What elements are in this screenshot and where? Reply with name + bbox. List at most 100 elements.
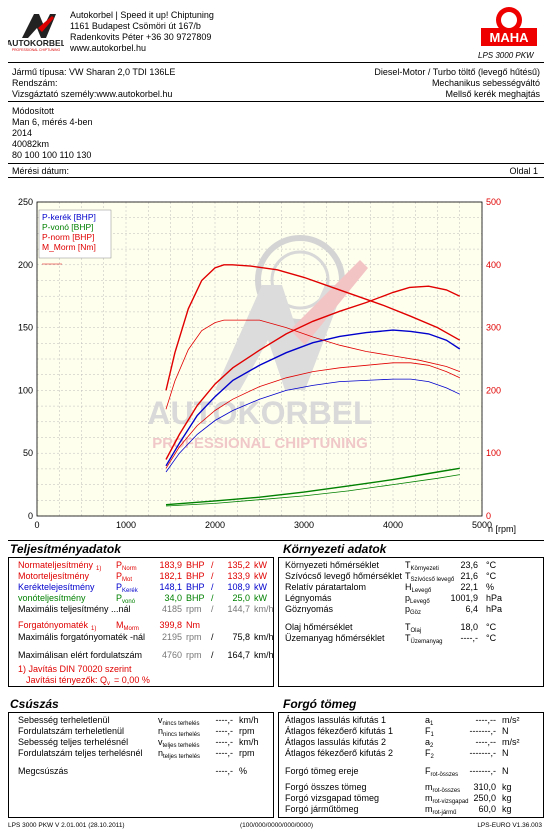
slip-label: Sebesség terheletlenül: [18, 715, 110, 725]
slip-title: Csúszás: [10, 697, 59, 711]
footer-code: (100/000/0000/000/0000): [240, 822, 314, 829]
legend-entry: P-kerék [BHP]: [42, 212, 96, 222]
symbol-sub: vonó: [122, 599, 136, 605]
symbol-base: a: [425, 715, 431, 725]
environment-unit: °C: [486, 571, 497, 581]
symbol-base: P: [116, 593, 123, 603]
rotating-mass-label: Forgó vizsgapad tömeg: [285, 793, 380, 803]
symbol: mrot-vizsgapad: [425, 793, 469, 808]
perf-max-speed: 75,8: [232, 632, 250, 642]
environment-value: 23,6: [460, 560, 478, 570]
divider: [8, 177, 544, 178]
maha-wordmark: MAHA: [490, 30, 530, 45]
perf-max-rpm-unit: rpm: [186, 650, 202, 660]
environment-value: 21,6: [460, 571, 478, 581]
y-right-tick-label: 200: [486, 385, 501, 395]
perf-unit-kw: kW: [254, 593, 267, 603]
vehicle-info-left: Jármű típusa: VW Sharan 2,0 TDI 136LE Re…: [12, 67, 175, 100]
symbol-sub: Levegő: [410, 599, 430, 605]
perf-value: 183,9: [159, 560, 182, 570]
perf-unit-kw: km/h: [254, 604, 274, 614]
x-tick-label: 1000: [116, 520, 136, 530]
perf-value: 34,0: [164, 593, 182, 603]
footer-euro-version: LPS-EURO V1.36.003: [477, 822, 542, 829]
rotating-mass-unit: N: [502, 726, 509, 736]
environment-unit: °C: [486, 633, 497, 643]
environment-unit: hPa: [486, 604, 503, 614]
environment-value: 18,0: [460, 622, 478, 632]
rotating-mass-unit: m/s²: [502, 737, 520, 747]
torque-value: 399,8: [159, 620, 182, 630]
perf-value-kw: 144,7: [227, 604, 250, 614]
perf-max-label: Maximálisan elért fordulatszám: [18, 650, 143, 660]
environment-label: Olaj hőmérséklet: [285, 622, 353, 632]
note-line: 40082km: [12, 139, 50, 149]
perf-max-speed-unit: km/h: [254, 650, 274, 660]
perf-max-rpm: 4760: [161, 650, 182, 660]
series-line: [165, 467, 460, 506]
rotating-mass-value: -------,-: [469, 766, 496, 776]
symbol-sub: Kerék: [122, 588, 138, 594]
perf-sep: /: [211, 604, 214, 614]
y-left-tick-label: 50: [23, 448, 33, 458]
note-line: 2014: [12, 128, 33, 138]
symbol-sub: Norm: [122, 566, 137, 572]
slip-value: ----,-: [215, 726, 234, 736]
perf-value: 148,1: [159, 582, 182, 592]
symbol-sub: Olaj: [410, 628, 422, 634]
y-right-tick-label: 0: [486, 511, 491, 521]
symbol-base: m: [425, 782, 433, 792]
symbol: PNorm: [116, 560, 137, 575]
rotating-mass-label: Átlagos fékezőerő kifutás 1: [285, 726, 394, 736]
legend-box: [38, 209, 112, 259]
environment-label: Göznyomás: [285, 604, 334, 614]
perf-max-rpm-unit: rpm: [186, 632, 202, 642]
legend-entry: M_Morm [Nm]: [42, 242, 96, 252]
gearbox-type: Mechanikus sebességváltó: [431, 78, 540, 88]
x-tick-label: 4000: [383, 520, 403, 530]
perf-value: 4185: [161, 604, 182, 614]
company-block: Autokorbel | Speed it up! Chiptuning 116…: [70, 10, 214, 54]
environment-label: Légnyomás: [285, 593, 332, 603]
watermark-wordmark: AUTOKORBEL: [147, 395, 372, 431]
environment-value: ----,-: [460, 633, 479, 643]
rotating-mass-value: 250,0: [473, 793, 496, 803]
perf-label: Normateljesítmény 1): [18, 560, 101, 575]
correction-factor-label: Javítási tényezők: Q: [26, 675, 108, 685]
note-line: Man 6, mérés 4-ben: [12, 117, 93, 127]
perf-label-text: Normateljesítmény: [18, 560, 94, 570]
divider: [8, 101, 544, 102]
slip-unit: rpm: [239, 726, 255, 736]
symbol: F1: [425, 726, 434, 741]
perf-label-text: Keréktelejesítmény: [18, 582, 95, 592]
symbol-base: v: [158, 715, 163, 725]
rotating-mass-label: Átlagos fékezőerő kifutás 2: [285, 748, 394, 758]
symbol: mrot-jármű: [425, 804, 457, 819]
vehicle-type: Jármű típusa: VW Sharan 2,0 TDI 136LE: [12, 67, 176, 77]
symbol-sub: rot-összes: [432, 788, 461, 794]
environment-value: 1001,9: [450, 593, 478, 603]
note-line: 80 100 100 110 130: [12, 150, 92, 160]
y-right-tick-label: 500: [486, 197, 501, 207]
vehicle-info-right: Diesel-Motor / Turbo töltő (levegő hűtés…: [374, 67, 540, 100]
perf-sep: /: [211, 571, 214, 581]
symbol-sub: Levegő: [411, 588, 432, 594]
company-line: www.autokorbel.hu: [70, 43, 147, 53]
symbol: PMot: [116, 571, 132, 586]
symbol: mrot-összes: [425, 782, 460, 797]
symbol-sub: nincs terhelés: [162, 721, 200, 727]
perf-unit: BHP: [186, 593, 205, 603]
watermark-subtitle: PROFESSIONAL CHIPTUNING: [152, 435, 368, 452]
x-tick-label: 5000: [472, 520, 492, 530]
rotating-mass-unit: m/s²: [502, 715, 520, 725]
environment-label: Üzemanyag hőmérséklet: [285, 633, 385, 643]
symbol: pGöz: [405, 604, 421, 619]
rotating-mass-title: Forgó tömeg: [283, 697, 357, 711]
x-tick-label: 3000: [294, 520, 314, 530]
rotating-mass-label: Átlagos lassulás kifutás 2: [285, 737, 387, 747]
symbol-base: p: [405, 604, 411, 614]
y-right-tick-label: 400: [486, 260, 501, 270]
perf-value-kw: 135,2: [227, 560, 250, 570]
symbol: Pvonó: [116, 593, 135, 608]
notes-block: Módosított Man 6, mérés 4-ben 2014 40082…: [12, 106, 93, 161]
